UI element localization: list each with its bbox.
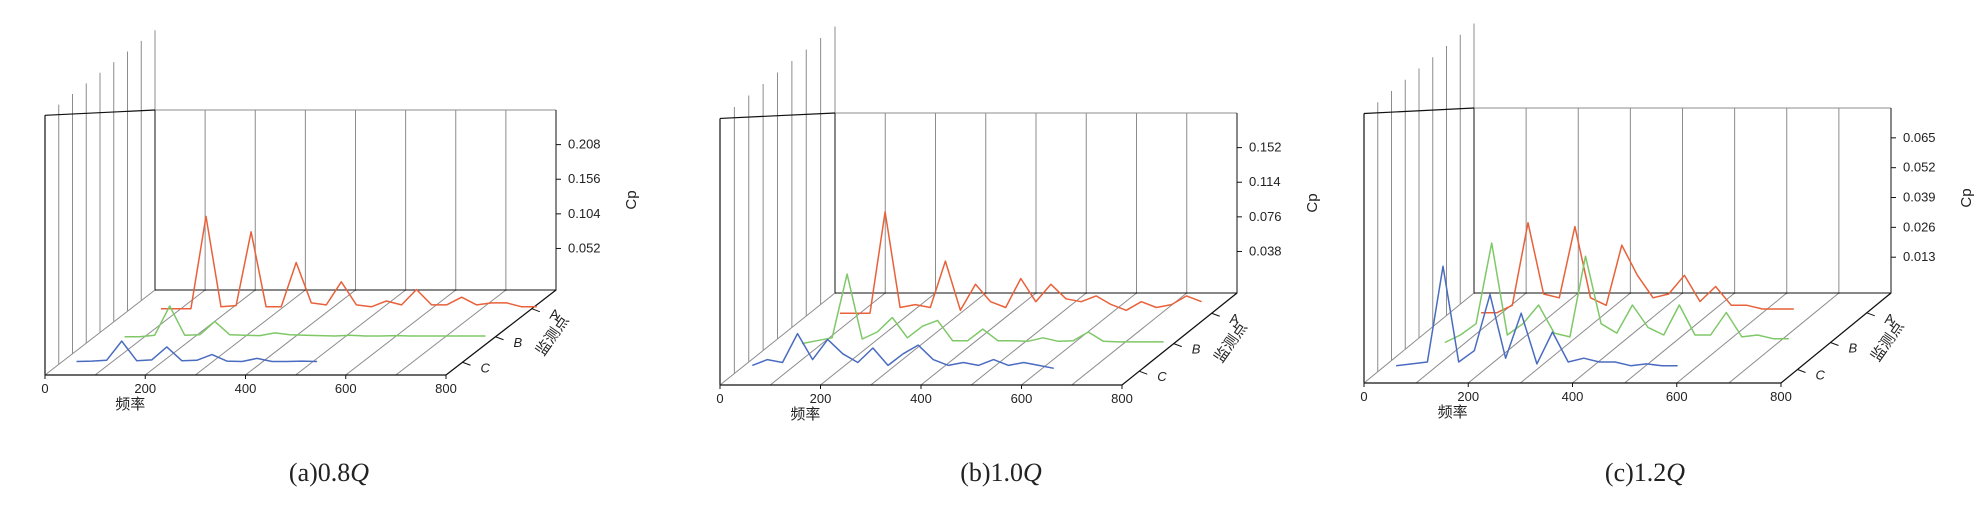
series-c-line [1396, 265, 1678, 367]
series-a-line [160, 215, 537, 310]
panel-a: 0 200 400 600 800 频率 0.208 0.156 0.104 0.052 Cp A B C… [0, 0, 658, 510]
x-axis-label: 频率 [790, 406, 820, 423]
depth-tick [495, 336, 504, 341]
x-tick-label: 600 [335, 381, 357, 396]
cp-tick-label: 0.152 [1249, 140, 1282, 155]
floor-gridline [1676, 292, 1788, 384]
floor-gridline [1520, 292, 1631, 384]
depth-tick [531, 308, 540, 313]
caption-b: (b)1.0Q [960, 458, 1042, 487]
panel-b: 0 200 400 600 800 频率 0.152 0.114 0.076 0.038 Cp A B C… [672, 0, 1330, 510]
series-b-line [124, 305, 486, 338]
floor-gridline [44, 289, 156, 376]
floor-gridline [820, 292, 936, 386]
depth-tick-label: B [1849, 341, 1858, 356]
x-tick-label: 0 [716, 391, 723, 406]
x-tick-label: 800 [1770, 389, 1792, 404]
cp-axis-label: Cp [1304, 193, 1321, 212]
floor-gridline [970, 292, 1087, 386]
depth-tick-label: A [549, 307, 559, 322]
x-tick-label: 800 [435, 381, 457, 396]
x-tick-label: 200 [1457, 389, 1479, 404]
cp-tick-label: 0.114 [1249, 174, 1281, 189]
series-b-line [801, 273, 1164, 345]
floor-gridline [1071, 292, 1188, 386]
depth-tick [1211, 312, 1220, 317]
floor-gridline [245, 289, 356, 376]
depth-axis [1780, 292, 1892, 384]
cp-tick-label: 0.076 [1249, 209, 1282, 224]
depth-tick [1866, 312, 1875, 317]
floor-gridline [920, 292, 1037, 386]
depth-axis [1121, 292, 1238, 386]
floor-gridline [195, 289, 306, 376]
panel-c: 0 200 400 600 800 频率 0.065 0.052 0.039 0.026 0.013… [1316, 0, 1974, 510]
cp-tick-label: 0.052 [1903, 160, 1936, 175]
depth-tick-label: B [1192, 342, 1201, 357]
series-a-line [839, 211, 1202, 314]
floor-gridline [1021, 292, 1137, 386]
depth-tick-label: A [1884, 311, 1894, 326]
chart-c: 0 200 400 600 800 频率 0.065 0.052 0.039 0.026 0.013… [1360, 23, 1974, 421]
depth-tick-label: B [514, 335, 523, 350]
cp-axis-label: Cp [1958, 188, 1974, 207]
depth-tick-label: C [481, 360, 491, 375]
depth-axis-label: 监测点 [533, 312, 573, 359]
cp-tick-label: 0.039 [1903, 190, 1936, 205]
floor-gridline [144, 289, 256, 376]
x-tick-label: 0 [41, 381, 48, 396]
floor-gridline [1467, 292, 1579, 384]
x-tick-label: 200 [810, 391, 832, 406]
series-c-line [752, 332, 1054, 370]
depth-tick [1139, 370, 1148, 375]
depth-axis-label: 监测点 [1211, 319, 1251, 366]
caption-a: (a)0.8Q [288, 458, 370, 487]
depth-axis [445, 289, 557, 376]
series-b-line [1444, 242, 1789, 344]
floor-gridline [1363, 292, 1475, 384]
left-top-edge [1363, 107, 1475, 115]
cp-tick-label: 0.038 [1249, 243, 1282, 258]
x-axis-label: 频率 [115, 396, 145, 413]
floor-gridline [345, 289, 457, 376]
floor-gridline [1624, 292, 1735, 384]
series-a-line [1481, 221, 1794, 314]
floor-gridline [870, 292, 987, 386]
depth-tick [462, 361, 471, 366]
x-tick-label: 400 [910, 391, 932, 406]
depth-tick [1173, 343, 1182, 348]
cp-tick-label: 0.104 [568, 206, 601, 221]
depth-tick-label: C [1816, 368, 1826, 383]
floor-gridline [719, 292, 836, 386]
depth-tick [1797, 369, 1806, 373]
cp-tick-label: 0.013 [1903, 249, 1936, 264]
chart-a: 0 200 400 600 800 频率 0.208 0.156 0.104 0.052 Cp A B C… [41, 30, 640, 413]
cp-tick-label: 0.156 [568, 171, 601, 186]
cp-tick-label: 0.065 [1903, 130, 1936, 145]
x-tick-label: 200 [134, 381, 156, 396]
cp-axis-label: Cp [623, 190, 640, 209]
depth-axis-label: 监测点 [1868, 318, 1908, 365]
x-tick-label: 600 [1666, 389, 1688, 404]
cp-tick-label: 0.208 [568, 137, 601, 152]
x-tick-label: 400 [235, 381, 257, 396]
floor-gridline [94, 289, 206, 376]
depth-tick-label: A [1229, 311, 1239, 326]
cp-tick-label: 0.052 [568, 240, 601, 255]
depth-tick-label: C [1157, 369, 1167, 384]
left-top-edge [719, 112, 836, 120]
cp-tick-label: 0.026 [1903, 219, 1936, 234]
floor-gridline [1572, 292, 1683, 384]
x-tick-label: 400 [1562, 389, 1584, 404]
left-top-edge [44, 109, 156, 116]
x-tick-label: 800 [1111, 391, 1133, 406]
x-tick-label: 0 [1360, 389, 1367, 404]
series-c-line [76, 340, 318, 363]
x-axis-label: 频率 [1438, 404, 1468, 421]
chart-b: 0 200 400 600 800 频率 0.152 0.114 0.076 0.038 Cp A B C… [716, 26, 1321, 423]
x-tick-label: 600 [1011, 391, 1033, 406]
caption-c: (c)1.2Q [1604, 458, 1686, 487]
depth-tick [1830, 342, 1839, 346]
